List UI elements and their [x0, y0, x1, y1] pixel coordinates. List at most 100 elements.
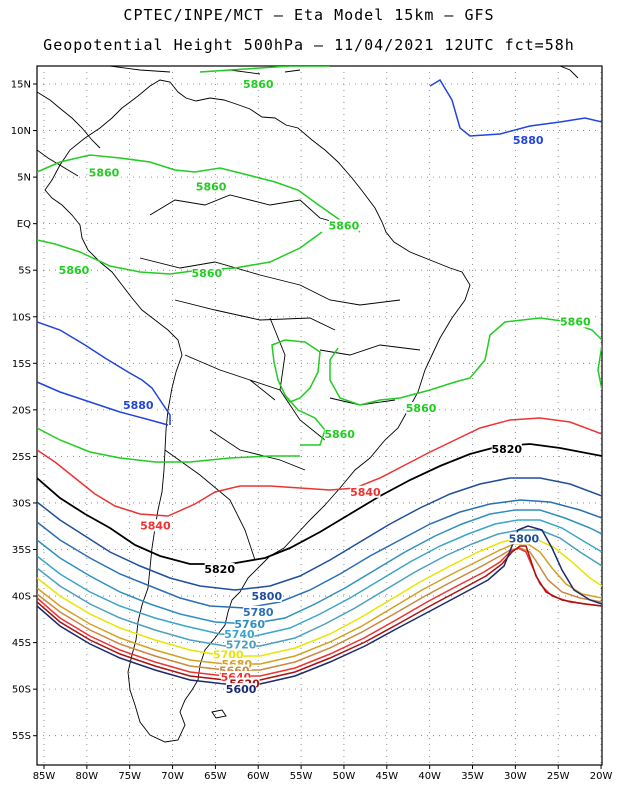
contour-label: 5600 — [226, 683, 257, 696]
contour-label: 5860 — [59, 264, 90, 277]
lon-tick-label: 55W — [290, 771, 313, 782]
lon-tick-label: 65W — [204, 771, 227, 782]
lon-tick-label: 50W — [333, 771, 356, 782]
contour-label-bg — [406, 401, 437, 414]
contour-label-bg — [58, 264, 89, 277]
lat-tick-label: 55S — [12, 731, 31, 742]
lat-tick-label: 30S — [12, 498, 31, 509]
lon-tick-label: 20W — [590, 771, 613, 782]
contour-label-bg — [196, 180, 227, 193]
contour-label-bg — [204, 563, 235, 576]
map-frame — [36, 65, 603, 766]
contour-5860-f — [284, 394, 326, 446]
contour-label: 5860 — [243, 78, 274, 91]
contour-5620 — [37, 545, 602, 681]
contour-label: 5780 — [243, 606, 274, 619]
graticule — [37, 66, 602, 765]
contour-5780 — [37, 499, 602, 609]
lon-tick-label: 80W — [76, 771, 99, 782]
contour-5720 — [37, 529, 602, 647]
lat-tick-label: 40S — [12, 592, 31, 603]
lon-tick-label: 25W — [547, 771, 570, 782]
contour-label-bg — [251, 590, 282, 603]
contour-label-bg — [226, 683, 257, 696]
contour-5840-a — [37, 417, 602, 517]
country-borders — [139, 194, 421, 561]
lat-tick-label: 25S — [12, 452, 31, 463]
contour-label: 5860 — [324, 428, 355, 441]
contour-label-bg — [243, 605, 274, 618]
contour-5860-north — [199, 66, 330, 73]
contour-5860-d — [597, 344, 602, 391]
lon-tick-label: 75W — [118, 771, 141, 782]
contour-label: 5880 — [513, 134, 544, 147]
contour-label-bg — [140, 519, 171, 532]
lat-tick-label: 35S — [12, 545, 31, 556]
contour-5800 — [37, 477, 602, 591]
lon-tick-label: 40W — [418, 771, 441, 782]
lon-tick-label: 30W — [504, 771, 527, 782]
contour-5660 — [37, 547, 602, 671]
contour-label: 5860 — [560, 315, 591, 328]
contour-5880-north — [429, 78, 602, 137]
lon-tick-label: 70W — [161, 771, 184, 782]
contour-5860-b — [37, 231, 323, 275]
contour-label-bg — [234, 617, 265, 630]
contour-label: 5840 — [350, 486, 381, 499]
contour-label: 5760 — [234, 618, 265, 631]
map-title-line2: Geopotential Height 500hPa – 11/04/2021 … — [43, 36, 575, 54]
contour-label-bg — [513, 133, 544, 146]
lat-tick-label: 15S — [12, 359, 31, 370]
contour-5760 — [37, 509, 602, 625]
lat-tick-label: 5N — [17, 173, 31, 184]
contour-label-bg — [191, 266, 222, 279]
contour-5740 — [37, 519, 602, 637]
lat-tick-label: 50S — [12, 685, 31, 696]
lon-tick-label: 85W — [33, 771, 56, 782]
lon-tick-label: 60W — [247, 771, 270, 782]
contour-label-bg — [560, 315, 591, 328]
lat-tick-label: 10S — [12, 312, 31, 323]
lon-tick-label: 35W — [461, 771, 484, 782]
contour-label: 5800 — [509, 532, 540, 545]
contour-label: 5860 — [406, 402, 437, 415]
contour-label-bg — [88, 166, 119, 179]
contour-label: 5720 — [226, 638, 257, 651]
contour-label-bg — [508, 532, 539, 545]
lat-tick-label: 20S — [12, 405, 31, 416]
contour-5860-c — [329, 317, 602, 406]
central-america-coastline — [37, 91, 101, 177]
contour-5600 — [37, 525, 602, 685]
geopotential-contours — [37, 66, 602, 685]
contour-label-bg — [224, 628, 255, 641]
contour-5860-g — [37, 427, 300, 463]
falkland-islands — [211, 709, 227, 719]
contour-label: 5860 — [192, 267, 223, 280]
contour-label: 5860 — [196, 180, 227, 193]
contour-label: 5740 — [224, 628, 255, 641]
contour-label-bg — [491, 442, 522, 455]
lat-tick-label: EQ — [17, 219, 31, 230]
axis-ticks: 15N 10N 5N EQ 5S 10S 15S 20S 25S 30S 35S 40S 45S 50S 5… — [11, 80, 613, 783]
contour-5860-e — [271, 339, 321, 403]
contour-label-bg — [226, 638, 257, 651]
contour-5820 — [37, 443, 602, 565]
contour-5680 — [37, 543, 602, 665]
contour-5640 — [37, 547, 602, 677]
contour-label: 5800 — [252, 590, 283, 603]
contour-5700 — [37, 537, 602, 657]
lat-tick-label: 15N — [11, 80, 31, 91]
contour-label: 5880 — [123, 399, 154, 412]
contour-label-bg — [243, 78, 274, 90]
lat-tick-label: 45S — [12, 638, 31, 649]
contour-label-bg — [324, 428, 355, 441]
lat-tick-label: 5S — [18, 266, 31, 277]
contour-label: 5820 — [204, 563, 235, 576]
contour-label: 5820 — [491, 443, 522, 456]
map-title-line1: CPTEC/INPE/MCT – Eta Model 15km – GFS — [123, 6, 495, 24]
lon-tick-label: 45W — [375, 771, 398, 782]
contour-5860-a — [37, 154, 361, 233]
contour-labels: 5860 5880 5860 5860 5860 5860 5860 5860 5880 5860… — [59, 78, 591, 696]
contour-label-bg — [213, 648, 244, 661]
